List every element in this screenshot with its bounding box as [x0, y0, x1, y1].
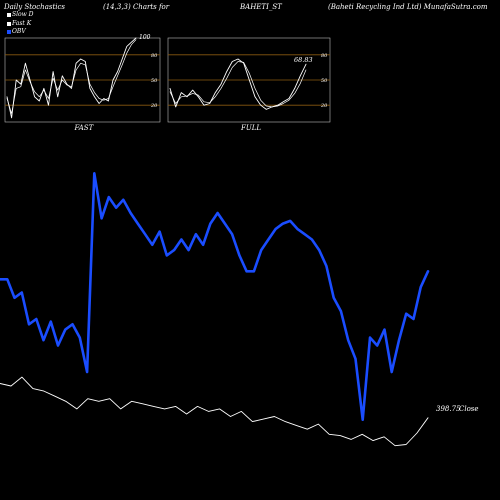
fast-tick-label: 50 — [151, 78, 158, 84]
full-tick-label: 20 — [320, 103, 328, 109]
legend-swatch — [7, 13, 11, 18]
close-last-value-label: 398.75 — [436, 405, 461, 413]
full-last-value-label: 68.83 — [294, 56, 313, 64]
full-panel-title: FULL — [240, 124, 261, 132]
fast-tick-label: 80 — [151, 53, 158, 59]
legend-label: OBV — [12, 28, 26, 35]
full-tick-label: 50 — [321, 78, 328, 84]
fast-tick-label: 20 — [150, 103, 158, 109]
obv-line — [0, 172, 430, 422]
legend-label: Slow D — [12, 11, 34, 18]
fast-series-slow-d — [6, 39, 137, 114]
chart-title: Daily Stochastics — [4, 3, 66, 11]
legend-label: Fast K — [12, 19, 32, 27]
fast-top-value-label: 100 — [139, 34, 151, 41]
full-series-full-k — [169, 58, 307, 110]
full-series-full-d — [169, 61, 307, 108]
chart-company: (Baheti Recycling Ind Ltd) MunafaSutra.c… — [328, 3, 488, 11]
fast-panel-title: FAST — [74, 124, 95, 132]
legend-item-slow-d: Slow D — [7, 11, 34, 20]
close-series-label: Close — [459, 405, 479, 413]
chart-params: (14,3,3) Charts for — [103, 3, 170, 11]
legend-swatch — [7, 21, 11, 26]
legend-swatch — [7, 30, 11, 35]
close-line — [0, 376, 429, 447]
full-tick-label: 80 — [321, 53, 328, 59]
legend-item-fast-k: Fast K — [7, 20, 34, 29]
fast-series-fast-k — [6, 37, 137, 119]
legend: Slow D Fast K OBV — [7, 11, 34, 37]
legend-item-obv: OBV — [7, 28, 34, 37]
chart-symbol: BAHETI_ST — [240, 3, 282, 11]
